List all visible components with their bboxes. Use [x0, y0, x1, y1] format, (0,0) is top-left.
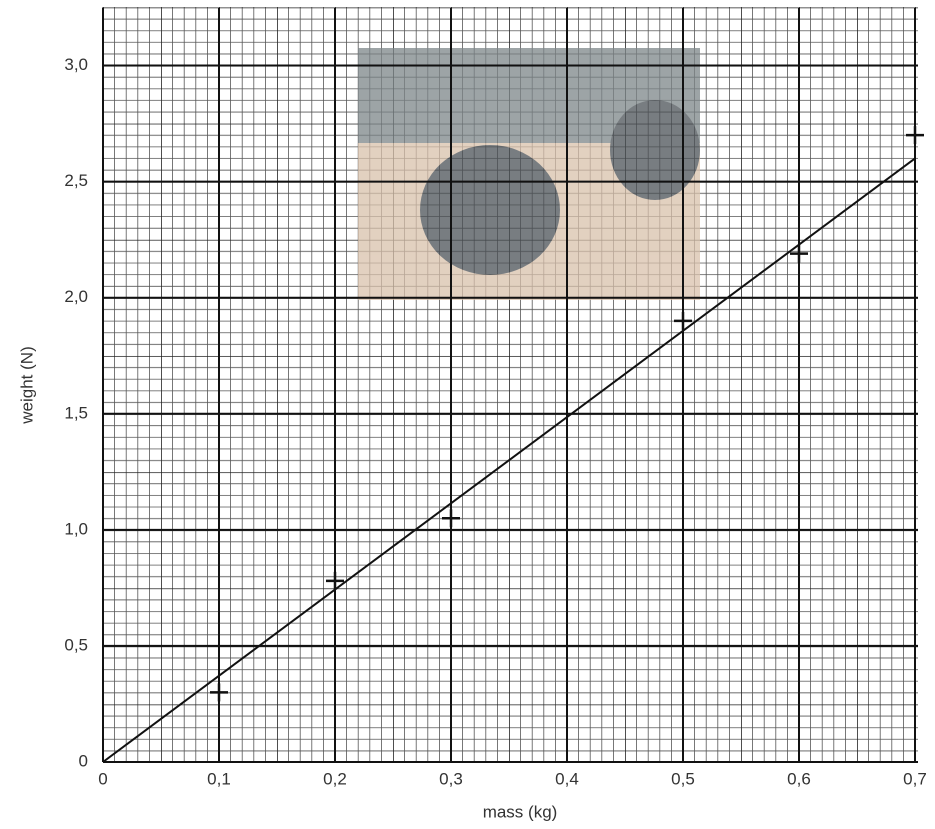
y-tick-label: 0 — [79, 751, 88, 770]
x-tick-label: 0,7 — [903, 769, 927, 788]
y-tick-label: 1,0 — [64, 519, 88, 538]
y-tick-label: 2,0 — [64, 287, 88, 306]
x-tick-label: 0,1 — [207, 769, 231, 788]
x-tick-label: 0 — [98, 769, 107, 788]
x-tick-label: 0,5 — [671, 769, 695, 788]
y-tick-label: 1,5 — [64, 403, 88, 422]
x-tick-label: 0,4 — [555, 769, 579, 788]
x-tick-label: 0,6 — [787, 769, 811, 788]
x-axis-label: mass (kg) — [483, 802, 558, 821]
y-tick-label: 0,5 — [64, 635, 88, 654]
x-tick-label: 0,2 — [323, 769, 347, 788]
page: 0 0,1 0,2 0,3 0,4 0,5 0,6 0,7 0 0,5 1,0 1,5 2,0 2,5 3,… — [0, 0, 935, 829]
photo — [358, 48, 700, 300]
x-tick-label: 0,3 — [439, 769, 463, 788]
chart: 0 0,1 0,2 0,3 0,4 0,5 0,6 0,7 0 0,5 1,0 1,5 2,0 2,5 3,… — [0, 0, 935, 829]
y-axis-label: weight (N) — [17, 346, 36, 424]
y-tick-label: 3,0 — [64, 55, 88, 74]
y-tick-label: 2,5 — [64, 171, 88, 190]
